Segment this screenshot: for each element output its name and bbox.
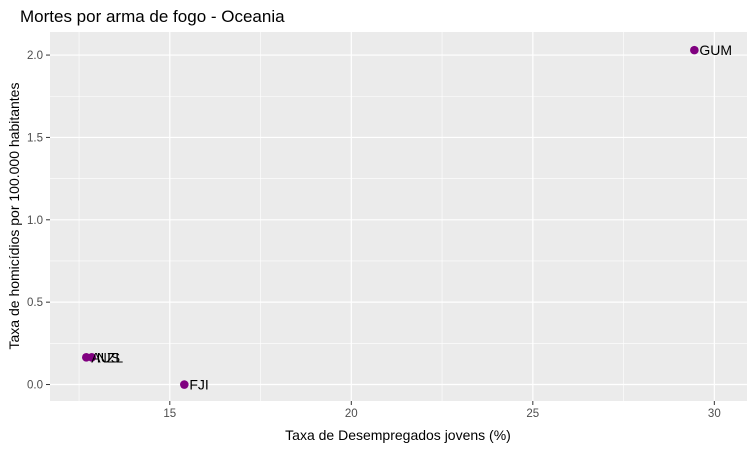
y-tick-label: 1.5: [27, 132, 43, 144]
major-gridlines: [50, 32, 747, 401]
point-label-fji: FJI: [189, 377, 208, 393]
plot-panel: [50, 32, 747, 401]
y-tick-label: 2.0: [27, 50, 43, 62]
chart-title: Mortes por arma de fogo - Oceania: [20, 7, 285, 26]
axis-ticks: [46, 54, 715, 405]
x-tick-label: 20: [345, 408, 358, 420]
point-fji: [180, 380, 189, 389]
point-label-nzl: NZL: [97, 349, 124, 365]
point-nzl: [87, 353, 97, 362]
y-axis-title: Taxa de homicídios por 100.000 habitante…: [6, 83, 22, 350]
x-tick-label: 30: [708, 408, 721, 420]
tick-labels: 15 20 25 30 0.0 0.5 1.0 1.5 2.0: [27, 50, 721, 420]
y-tick-label: 0.0: [27, 380, 43, 392]
x-tick-label: 25: [526, 408, 539, 420]
x-axis-title: Taxa de Desempregados jovens (%): [285, 427, 511, 443]
point-label-gum: GUM: [699, 42, 732, 58]
point-gum: [690, 45, 699, 55]
data-points: [82, 45, 699, 389]
y-tick-label: 0.5: [27, 297, 43, 309]
x-tick-label: 15: [163, 408, 176, 420]
y-tick-label: 1.0: [27, 215, 43, 227]
minor-gridlines: [50, 32, 747, 401]
point-label-aus: AUS: [91, 349, 120, 365]
